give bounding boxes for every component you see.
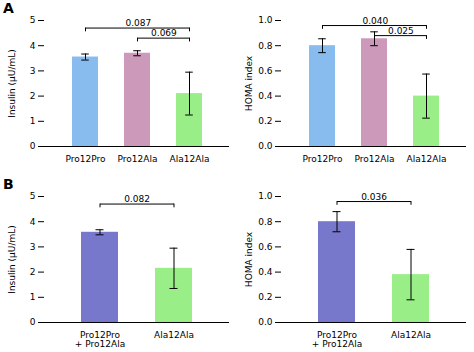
svg-text:3: 3 xyxy=(30,242,36,252)
svg-text:Insulin (μU/mL): Insulin (μU/mL) xyxy=(7,225,17,293)
svg-text:1: 1 xyxy=(30,292,36,302)
svg-text:0.040: 0.040 xyxy=(362,16,388,26)
svg-text:0.6: 0.6 xyxy=(258,242,273,252)
svg-text:2: 2 xyxy=(30,267,36,277)
svg-text:0.036: 0.036 xyxy=(361,192,387,202)
svg-text:Pro12Pro: Pro12Pro xyxy=(65,154,106,164)
svg-text:Ala12Ala: Ala12Ala xyxy=(391,330,431,340)
svg-text:HOMA index: HOMA index xyxy=(244,231,254,287)
svg-text:Pro12Pro: Pro12Pro xyxy=(302,154,343,164)
svg-text:Pro12Ala: Pro12Ala xyxy=(118,154,158,164)
svg-text:5: 5 xyxy=(30,15,36,25)
html-text:A: A xyxy=(3,0,14,16)
svg-text:1.0: 1.0 xyxy=(258,15,273,25)
svg-text:0.2: 0.2 xyxy=(258,292,272,302)
svg-text:Insulin (μU/mL): Insulin (μU/mL) xyxy=(7,49,17,117)
svg-text:1: 1 xyxy=(30,116,36,126)
svg-text:Ala12Ala: Ala12Ala xyxy=(154,330,194,340)
svg-text:1.0: 1.0 xyxy=(258,191,273,201)
svg-text:0.2: 0.2 xyxy=(258,116,272,126)
svg-text:0: 0 xyxy=(30,141,36,151)
svg-text:0.8: 0.8 xyxy=(258,41,273,51)
svg-text:0.4: 0.4 xyxy=(258,267,273,277)
svg-text:0.0: 0.0 xyxy=(258,317,273,327)
svg-text:3: 3 xyxy=(30,66,36,76)
svg-text:Ala12Ala: Ala12Ala xyxy=(170,154,210,164)
svg-text:0: 0 xyxy=(30,317,36,327)
svg-text:4: 4 xyxy=(30,217,36,227)
svg-text:0.6: 0.6 xyxy=(258,66,273,76)
svg-text:Pro12Pro+ Pro12Ala: Pro12Pro+ Pro12Ala xyxy=(75,330,125,349)
svg-text:0.082: 0.082 xyxy=(124,194,150,204)
svg-text:2: 2 xyxy=(30,91,36,101)
svg-text:0.4: 0.4 xyxy=(258,91,273,101)
svg-text:0.0: 0.0 xyxy=(258,141,273,151)
svg-text:0.069: 0.069 xyxy=(151,28,177,38)
svg-text:Pro12Ala: Pro12Ala xyxy=(355,154,395,164)
svg-text:0.025: 0.025 xyxy=(388,26,414,36)
svg-text:0.087: 0.087 xyxy=(125,18,151,28)
svg-text:4: 4 xyxy=(30,41,36,51)
svg-text:Pro12Pro+ Pro12Ala: Pro12Pro+ Pro12Ala xyxy=(312,330,362,349)
html-text:B: B xyxy=(3,176,14,192)
svg-text:0.8: 0.8 xyxy=(258,217,273,227)
svg-text:HOMA index: HOMA index xyxy=(244,55,254,111)
svg-text:Ala12Ala: Ala12Ala xyxy=(407,154,447,164)
svg-text:5: 5 xyxy=(30,191,36,201)
